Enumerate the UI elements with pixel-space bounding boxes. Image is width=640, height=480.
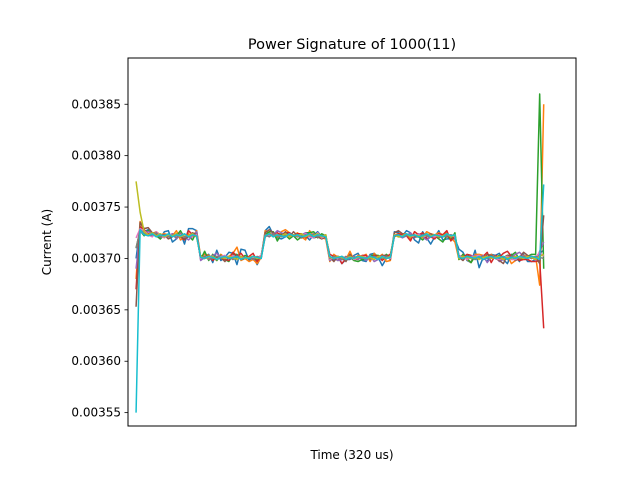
y-axis: 0.00355 0.00360 0.00365 0.00370 0.00375 0.003… [71,97,128,420]
plot-area-frame [127,57,577,427]
series-layer [135,93,545,413]
y-axis-label: Current (A) [40,209,54,275]
y-tick-label: 0.00360 [71,354,121,368]
y-tick-label: 0.00375 [71,200,121,214]
series-line-8 [135,228,544,261]
chart-title: Power Signature of 1000(11) [248,37,456,53]
x-axis-label: Time (320 us) [309,448,393,462]
y-tick-label: 0.00380 [71,149,121,163]
y-tick-label: 0.00365 [71,303,121,317]
series-line-10 [135,184,545,413]
y-tick-label: 0.00370 [71,251,121,265]
y-tick-label: 0.00385 [71,97,121,111]
y-tick-label: 0.00355 [71,406,121,420]
